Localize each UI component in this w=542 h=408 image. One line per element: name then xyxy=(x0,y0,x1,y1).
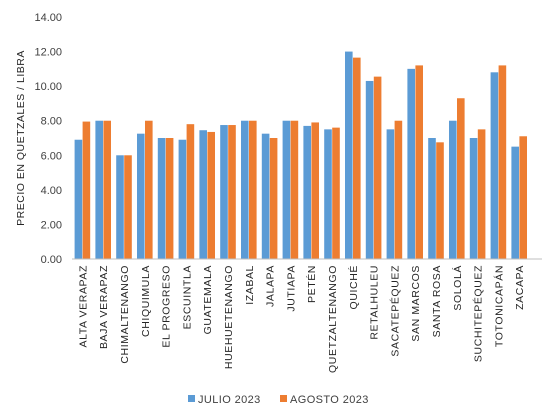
category-label: QUICHÉ xyxy=(347,265,360,309)
y-tick-label: 4.00 xyxy=(41,185,62,197)
y-tick-label: 2.00 xyxy=(41,219,62,231)
category-label: SAN MARCOS xyxy=(410,265,422,342)
y-tick-label: 6.00 xyxy=(41,150,62,162)
bar-agosto xyxy=(436,142,444,259)
bar-agosto xyxy=(290,120,299,259)
category-label: TOTONICAPÁN xyxy=(492,265,505,347)
bar-agosto xyxy=(103,120,111,259)
y-tick-label: 8.00 xyxy=(41,116,62,128)
bar-julio xyxy=(220,125,228,260)
bar-agosto xyxy=(519,136,527,259)
bar-julio xyxy=(511,146,519,259)
bar-julio xyxy=(324,129,332,259)
category-label: GUATEMALA xyxy=(202,265,214,334)
category-label: PETÉN xyxy=(305,265,318,303)
category-label: BAJA VERAPAZ xyxy=(98,265,110,349)
bar-julio xyxy=(137,133,145,259)
legend-label: AGOSTO 2023 xyxy=(290,394,369,406)
category-label: JUTIAPA xyxy=(285,265,297,312)
bar-agosto xyxy=(228,125,236,260)
bar-julio xyxy=(469,138,478,259)
bar-julio xyxy=(449,120,457,259)
legend-swatch xyxy=(280,395,287,402)
bar-agosto xyxy=(394,120,403,259)
bar-julio xyxy=(365,80,374,259)
category-label: CHIQUIMULA xyxy=(140,265,152,337)
bar-julio xyxy=(386,129,395,259)
y-tick-label: 0.00 xyxy=(41,254,62,266)
y-axis-ticks: 0.00 2.00 4.00 6.00 8.00 10.00 12.00 14.00 xyxy=(34,12,62,266)
bar-agosto xyxy=(332,127,340,259)
category-labels: ALTA VERAPAZ BAJA VERAPAZ CHIMALTENANGO CHI… xyxy=(77,265,526,373)
category-label: RETALHULEU xyxy=(369,265,381,340)
category-label: SACATEPÉQUEZ xyxy=(388,265,401,357)
category-label: ZACAPA xyxy=(514,265,526,310)
category-label: QUETZALTENANGO xyxy=(327,265,339,373)
bar-agosto xyxy=(165,138,174,259)
category-label: JALAPA xyxy=(265,265,277,307)
legend: JULIO 2023 AGOSTO 2023 xyxy=(188,394,369,406)
bar-agosto xyxy=(311,122,319,259)
bar-agosto xyxy=(269,138,278,259)
category-label: SUCHITEPÉQUEZ xyxy=(472,265,485,362)
category-label: HUEHUETENANGO xyxy=(223,265,235,369)
bar-julio xyxy=(157,138,166,259)
bar-julio xyxy=(241,120,249,259)
bar-julio xyxy=(261,133,270,259)
category-label: IZABAL xyxy=(244,265,256,305)
bar-agosto xyxy=(415,65,423,260)
bar-julio xyxy=(345,51,353,260)
category-label: ALTA VERAPAZ xyxy=(77,265,89,347)
bar-julio xyxy=(303,125,311,260)
bar-julio xyxy=(407,68,415,259)
bar-julio xyxy=(282,120,291,259)
bar-agosto xyxy=(353,57,361,259)
category-label: CHIMALTENANGO xyxy=(119,265,131,364)
y-axis-label: PRECIO EN QUETZALES / LIBRA xyxy=(15,50,27,226)
bar-agosto xyxy=(186,124,195,260)
bars-group xyxy=(74,51,527,260)
bar-julio xyxy=(178,139,187,259)
bar-agosto xyxy=(249,120,257,259)
bar-julio xyxy=(199,130,207,259)
bar-julio xyxy=(490,72,499,259)
bar-julio xyxy=(116,155,124,259)
bar-julio xyxy=(428,138,436,259)
bar-agosto xyxy=(498,65,507,260)
bar-agosto xyxy=(124,155,132,259)
y-tick-label: 14.00 xyxy=(34,12,62,24)
bar-agosto xyxy=(477,129,486,259)
legend-label: JULIO 2023 xyxy=(198,394,261,406)
y-tick-label: 12.00 xyxy=(34,47,62,59)
category-label: EL PROGRESO xyxy=(161,265,173,348)
bar-agosto xyxy=(207,131,215,259)
legend-swatch xyxy=(188,395,195,402)
category-label: ESCUINTLA xyxy=(181,265,193,329)
bar-agosto xyxy=(373,76,382,259)
category-label: SANTA ROSA xyxy=(431,265,443,337)
bar-agosto xyxy=(457,98,465,259)
bar-agosto xyxy=(82,121,91,259)
bar-julio xyxy=(74,139,83,259)
bar-agosto xyxy=(145,120,153,259)
bar-julio xyxy=(95,120,103,259)
y-tick-label: 10.00 xyxy=(34,81,62,93)
category-label: SOLOLÁ xyxy=(451,265,464,311)
